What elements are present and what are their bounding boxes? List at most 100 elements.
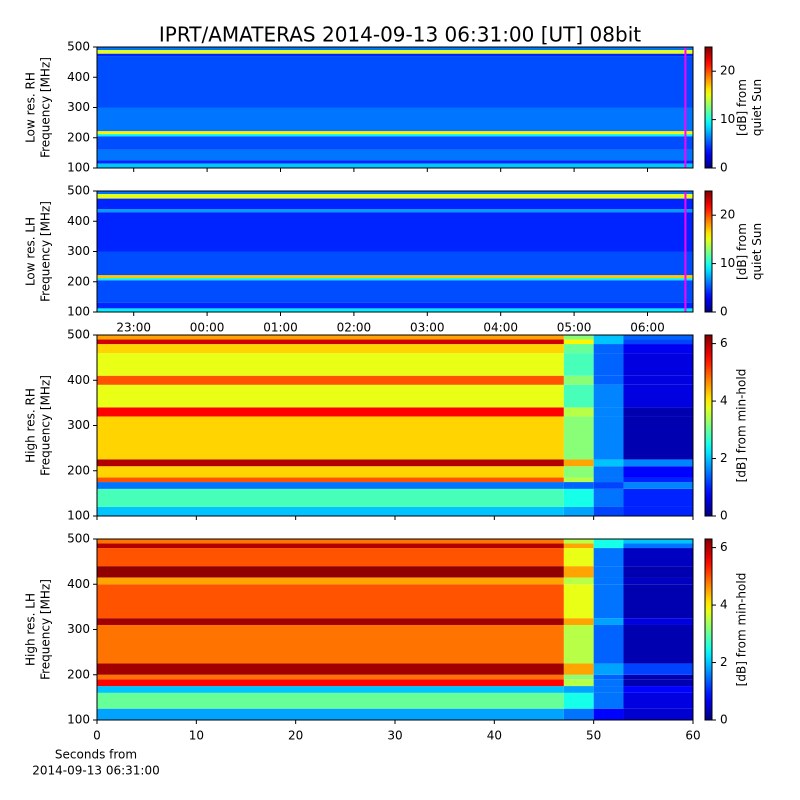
x-tick-label: 02:00 bbox=[337, 321, 372, 335]
figure-title: IPRT/AMATERAS 2014-09-13 06:31:00 [UT] 0… bbox=[159, 23, 641, 47]
heatmap-cell bbox=[97, 384, 564, 408]
heatmap-cell bbox=[97, 692, 564, 709]
heatmap-cell bbox=[97, 53, 693, 57]
heatmap-cell bbox=[97, 302, 693, 309]
heatmap-cell bbox=[593, 663, 624, 675]
heatmap-cell bbox=[623, 674, 693, 680]
y-tick-label: 500 bbox=[67, 184, 90, 198]
heatmap-cell bbox=[97, 466, 564, 478]
x-tick-label: 01:00 bbox=[263, 321, 298, 335]
y-tick-label: 300 bbox=[67, 244, 90, 258]
heatmap-cell bbox=[97, 686, 564, 693]
heatmap-cell bbox=[593, 477, 624, 483]
colorbar-tick-label: 20 bbox=[720, 208, 735, 222]
heatmap-cell bbox=[623, 543, 693, 549]
heatmap-cell bbox=[97, 663, 564, 675]
y-tick-label: 500 bbox=[67, 40, 90, 54]
y-tick-label: 200 bbox=[67, 130, 90, 144]
y-tick-label: 200 bbox=[67, 274, 90, 288]
y-tick-label: 200 bbox=[67, 463, 90, 477]
colorbar-tick-label: 0 bbox=[720, 305, 728, 319]
y-tick-label: 400 bbox=[67, 214, 90, 228]
heatmap-cell bbox=[593, 624, 624, 664]
colorbar-label: quiet Sun bbox=[750, 79, 764, 136]
heatmap-cell bbox=[97, 548, 564, 567]
x-tick-label: 03:00 bbox=[410, 321, 445, 335]
y-axis-label: Frequency [MHz] bbox=[39, 201, 53, 302]
heatmap-cell bbox=[593, 539, 624, 544]
heatmap-cell bbox=[97, 375, 564, 385]
y-tick-label: 400 bbox=[67, 70, 90, 84]
heatmap-cell bbox=[623, 624, 693, 664]
heatmap-cell bbox=[563, 344, 594, 354]
heatmap-cell bbox=[563, 482, 594, 489]
heatmap-cell bbox=[97, 506, 564, 516]
heatmap-cell bbox=[97, 624, 564, 664]
heatmap-cell bbox=[563, 679, 594, 687]
y-tick-label: 300 bbox=[67, 418, 90, 432]
colorbar-tick-label: 4 bbox=[720, 394, 728, 408]
heatmap-cell bbox=[623, 566, 693, 578]
heatmap-cell bbox=[97, 577, 564, 585]
heatmap-cell bbox=[623, 335, 693, 340]
y-tick-label: 100 bbox=[67, 161, 90, 175]
heatmap-cell bbox=[97, 107, 693, 132]
heatmap-cell bbox=[593, 459, 624, 467]
heatmap-cell bbox=[623, 353, 693, 376]
colorbar-tick-label: 2 bbox=[720, 655, 728, 669]
heatmap-cell bbox=[593, 548, 624, 567]
heatmap-cell bbox=[97, 339, 564, 345]
heatmap-cell bbox=[593, 488, 624, 507]
heatmap-cell bbox=[563, 353, 594, 376]
colorbar-tick-label: 0 bbox=[720, 509, 728, 523]
x-tick-label: 50 bbox=[586, 729, 601, 743]
x-tick-label: 04:00 bbox=[483, 321, 518, 335]
heatmap-cell bbox=[593, 679, 624, 687]
heatmap-cell bbox=[563, 375, 594, 385]
heatmap-cell bbox=[593, 618, 624, 625]
y-axis-label: Frequency [MHz] bbox=[39, 579, 53, 680]
heatmap-cell bbox=[593, 375, 624, 385]
x-axis-label: Seconds from bbox=[55, 748, 137, 762]
x-tick-label: 23:00 bbox=[116, 321, 151, 335]
heatmap-cell bbox=[97, 543, 564, 549]
heatmap-cell bbox=[593, 335, 624, 340]
heatmap-cell bbox=[563, 407, 594, 417]
heatmap-cell bbox=[97, 407, 564, 417]
colorbar bbox=[704, 190, 713, 313]
colorbar-tick-label: 20 bbox=[720, 64, 735, 78]
heatmap-cell bbox=[623, 577, 693, 585]
heatmap-cell bbox=[623, 477, 693, 483]
heatmap-cell bbox=[97, 416, 564, 460]
heatmap-cell bbox=[623, 692, 693, 709]
heatmap-cell bbox=[563, 335, 594, 340]
heatmap-cell bbox=[97, 488, 564, 507]
heatmap-cell bbox=[563, 663, 594, 675]
colorbar bbox=[704, 46, 713, 169]
heatmap-cell bbox=[97, 353, 564, 376]
heatmap-cell bbox=[97, 584, 564, 619]
heatmap-cell bbox=[563, 416, 594, 460]
heatmap-cell bbox=[563, 548, 594, 567]
heatmap-cell bbox=[593, 416, 624, 460]
heatmap-cell bbox=[623, 339, 693, 345]
heatmap-cell bbox=[97, 344, 564, 354]
heatmap-cell bbox=[97, 308, 693, 312]
heatmap-cell bbox=[97, 47, 693, 51]
heatmap-cell bbox=[563, 624, 594, 664]
heatmap-cell bbox=[593, 708, 624, 720]
heatmap-cell bbox=[97, 160, 693, 164]
heatmap-cell bbox=[97, 482, 564, 489]
heatmap-cell bbox=[563, 459, 594, 467]
heatmap-cell bbox=[623, 686, 693, 693]
y-axis-label: Frequency [MHz] bbox=[39, 57, 53, 158]
heatmap-cell bbox=[623, 548, 693, 567]
heatmap-cell bbox=[563, 686, 594, 693]
y-axis-label: Low res. LH bbox=[24, 217, 38, 286]
heatmap-cell bbox=[623, 466, 693, 478]
heatmap-cell bbox=[623, 663, 693, 675]
heatmap-cell bbox=[97, 674, 564, 680]
colorbar-label: [dB] from min-hold bbox=[735, 573, 749, 687]
x-tick-label: 05:00 bbox=[557, 321, 592, 335]
x-tick-label: 60 bbox=[685, 729, 700, 743]
